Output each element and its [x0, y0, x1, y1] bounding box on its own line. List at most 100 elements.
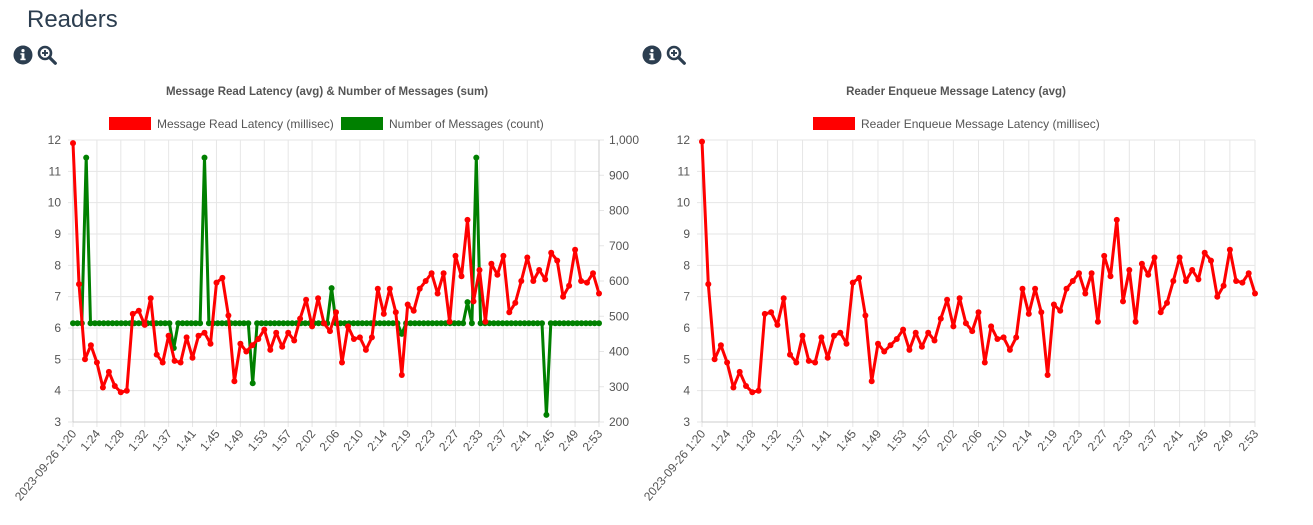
magnifier-plus-icon[interactable] — [666, 45, 686, 65]
x-tick-label: 2:45 — [1185, 427, 1211, 454]
left-chart-toolbar — [13, 45, 57, 67]
data-point — [500, 252, 507, 259]
data-point — [578, 278, 585, 284]
series-latency — [70, 140, 602, 396]
data-point — [1157, 309, 1164, 316]
data-point — [711, 356, 718, 363]
data-point — [1201, 249, 1208, 256]
data-point — [881, 348, 888, 355]
data-point — [297, 315, 304, 322]
x-tick-label: 2:19 — [1034, 427, 1060, 454]
data-point — [420, 320, 427, 327]
data-point — [87, 320, 94, 327]
data-point — [249, 380, 256, 387]
data-point — [207, 340, 214, 347]
data-point — [1038, 309, 1045, 316]
data-point — [547, 320, 554, 327]
data-point — [539, 320, 545, 327]
data-point — [812, 359, 819, 366]
data-point — [76, 281, 82, 288]
y-tick-label: 6 — [54, 321, 61, 335]
page-title: Readers — [27, 6, 118, 33]
magnifier-plus-icon[interactable] — [37, 45, 57, 65]
y-tick-label: 12 — [677, 133, 691, 147]
x-tick-label: 2:49 — [1210, 427, 1236, 454]
data-point — [303, 296, 310, 303]
data-point — [390, 320, 396, 327]
data-point — [560, 320, 567, 327]
data-point — [969, 328, 976, 335]
data-point — [328, 285, 335, 292]
data-point — [460, 320, 467, 327]
data-point — [517, 320, 524, 327]
data-point — [385, 320, 392, 327]
data-point — [254, 320, 261, 327]
data-point — [446, 318, 453, 325]
data-point — [93, 359, 100, 366]
data-point — [805, 357, 812, 364]
data-point — [434, 290, 441, 297]
data-point — [105, 368, 112, 375]
y-tick-label: 10 — [48, 196, 62, 210]
data-point — [213, 279, 220, 286]
data-point — [113, 320, 120, 327]
data-point — [736, 368, 743, 375]
data-point — [543, 411, 550, 418]
data-point — [201, 329, 208, 336]
info-circle-icon[interactable] — [13, 45, 33, 65]
data-point — [350, 320, 357, 327]
data-point — [177, 359, 184, 366]
data-point — [118, 320, 125, 327]
data-point — [962, 320, 969, 327]
data-point — [302, 320, 309, 327]
y-tick-label: 8 — [683, 258, 690, 272]
x-tick-label: 2:06 — [959, 427, 985, 454]
data-point — [569, 320, 576, 327]
data-point — [422, 278, 429, 284]
data-point — [590, 270, 596, 277]
data-point — [70, 140, 76, 147]
data-point — [189, 354, 196, 361]
data-point — [74, 320, 81, 327]
data-point — [596, 320, 602, 327]
legend-label: Message Read Latency (millisec) — [157, 117, 334, 131]
x-tick-label: 2:23 — [1060, 427, 1086, 454]
data-point — [455, 320, 462, 327]
data-point — [380, 310, 387, 317]
data-point — [258, 320, 265, 327]
data-point — [560, 293, 567, 300]
data-point — [135, 320, 142, 327]
data-point — [906, 346, 913, 353]
data-point — [219, 274, 226, 281]
data-point — [1252, 290, 1258, 297]
data-point — [249, 342, 256, 349]
data-point — [214, 320, 221, 327]
data-point — [761, 310, 768, 317]
data-point — [856, 274, 863, 281]
data-point — [548, 249, 555, 256]
data-point — [950, 323, 957, 330]
data-point — [1220, 282, 1227, 289]
data-point — [755, 387, 762, 394]
data-point — [261, 326, 268, 333]
data-point — [743, 383, 749, 389]
data-point — [1214, 293, 1221, 300]
data-point — [440, 270, 447, 277]
info-circle-icon[interactable] — [642, 45, 662, 65]
data-point — [849, 279, 856, 286]
data-point — [141, 321, 148, 328]
data-point — [280, 320, 287, 327]
data-point — [699, 138, 705, 145]
data-point — [554, 257, 561, 264]
data-point — [122, 320, 129, 327]
data-point — [87, 342, 94, 349]
data-point — [862, 312, 869, 319]
data-point — [931, 337, 938, 344]
data-point — [1208, 257, 1214, 264]
data-point — [1082, 290, 1089, 297]
data-point — [1245, 270, 1252, 277]
x-tick-label: 1:32 — [758, 427, 784, 454]
data-point — [530, 320, 537, 327]
data-point — [1233, 278, 1240, 284]
data-point — [508, 320, 515, 327]
